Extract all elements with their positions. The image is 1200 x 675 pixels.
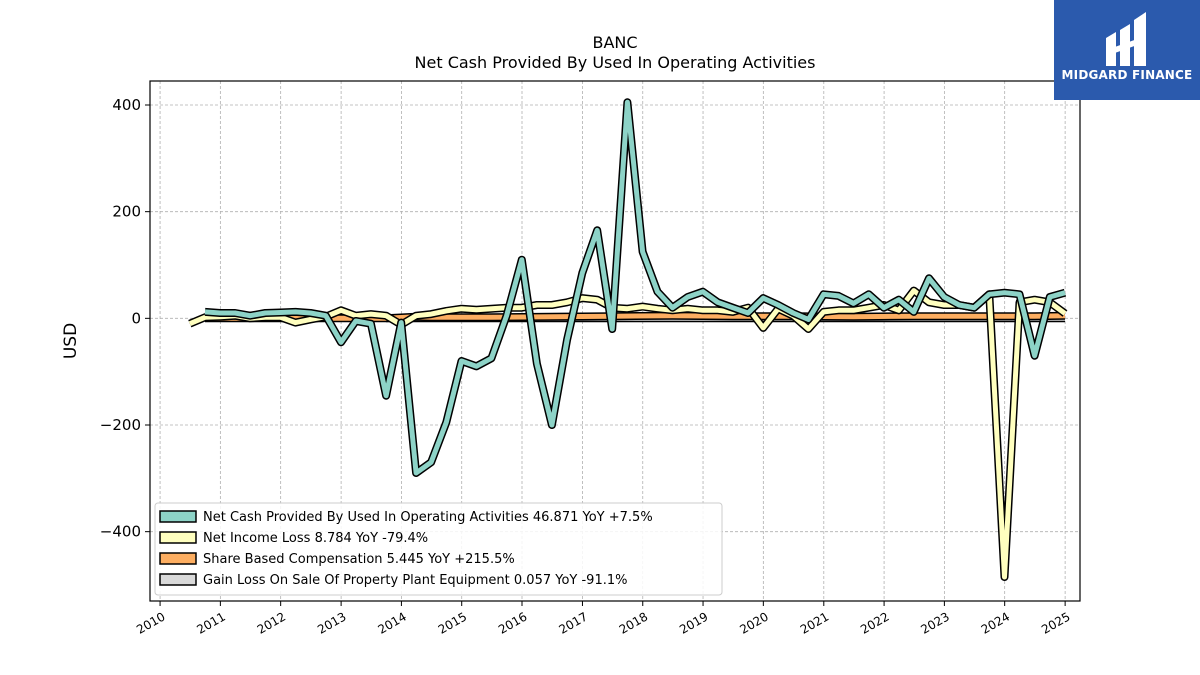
x-tick-label: 2013 xyxy=(315,609,348,636)
x-tick-label: 2012 xyxy=(255,609,288,636)
legend-label: Net Income Loss 8.784 YoY -79.4% xyxy=(203,531,428,546)
chart-subtitle: Net Cash Provided By Used In Operating A… xyxy=(415,53,816,72)
brand-logo-text: MIDGARD FINANCE xyxy=(1061,68,1193,82)
legend-box xyxy=(154,502,723,596)
y-tick-label: 400 xyxy=(112,96,141,114)
x-tick-label: 2021 xyxy=(798,609,831,636)
midgard-logo-icon xyxy=(1106,12,1146,66)
brand-logo: MIDGARD FINANCE xyxy=(1054,0,1200,100)
ocf-series-line xyxy=(204,99,1066,476)
x-tick-label: 2023 xyxy=(918,609,951,636)
x-tick-label: 2018 xyxy=(617,609,650,636)
legend-swatch xyxy=(159,552,197,565)
x-tick-label: 2016 xyxy=(496,609,529,636)
legend-label: Share Based Compensation 5.445 YoY +215.… xyxy=(203,552,515,567)
legend-label: Net Cash Provided By Used In Operating A… xyxy=(203,510,653,525)
x-tick-label: 2022 xyxy=(858,609,891,636)
series-layer xyxy=(188,98,1068,581)
y-axis-label: USD xyxy=(61,323,81,359)
x-tick-label: 2017 xyxy=(557,609,590,636)
x-tick-label: 2024 xyxy=(979,609,1012,636)
legend-swatch xyxy=(159,510,197,523)
x-tick-label: 2025 xyxy=(1039,609,1072,636)
x-tick-label: 2014 xyxy=(375,609,408,636)
x-tick-label: 2015 xyxy=(436,609,469,636)
x-tick-label: 2011 xyxy=(194,609,227,636)
x-tick-label: 2020 xyxy=(737,609,770,636)
y-tick-label: 0 xyxy=(131,309,141,327)
plot-frame xyxy=(149,80,1081,602)
legend-swatch xyxy=(159,531,197,544)
y-tick-label: 200 xyxy=(112,203,141,221)
chart-title: BANC xyxy=(592,33,637,52)
y-tick-label: −200 xyxy=(100,416,141,434)
x-tick-label: 2010 xyxy=(134,609,167,636)
legend-label: Gain Loss On Sale Of Property Plant Equi… xyxy=(203,573,627,588)
legend: Net Cash Provided By Used In Operating A… xyxy=(154,502,723,596)
x-tick-label: 2019 xyxy=(677,609,710,636)
y-tick-label: −400 xyxy=(100,523,141,541)
legend-swatch xyxy=(159,573,197,586)
